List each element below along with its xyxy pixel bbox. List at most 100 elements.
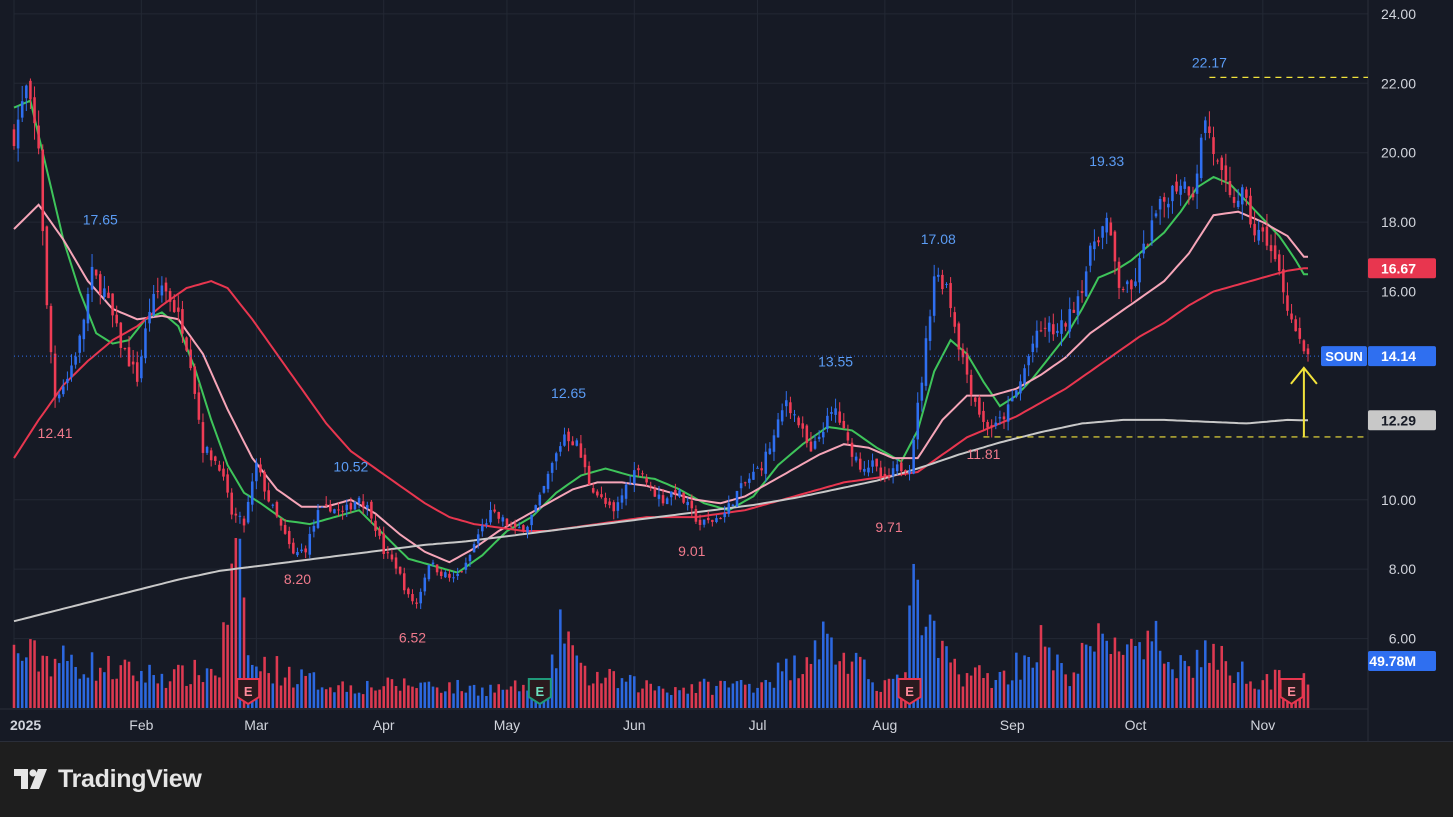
candle-body <box>292 542 295 554</box>
tradingview-logo[interactable]: TradingView <box>14 764 202 794</box>
candle-body <box>1158 198 1162 210</box>
candle-body <box>226 474 229 493</box>
candle-body <box>1232 197 1236 203</box>
candle-body <box>669 491 673 498</box>
candle-body <box>1084 271 1088 297</box>
candle-body <box>858 458 862 470</box>
volume-bar <box>518 691 521 708</box>
earnings-shield-icon <box>236 678 261 706</box>
volume-bar <box>809 663 813 708</box>
volume-bar <box>402 678 406 708</box>
candle-body <box>542 485 546 493</box>
candle-body <box>604 497 607 504</box>
volume-bar <box>727 687 731 708</box>
candle-body <box>1052 324 1055 335</box>
candle-body <box>45 226 49 306</box>
candle-body <box>1027 356 1030 366</box>
price-tick-label: 16.00 <box>1381 284 1416 300</box>
candle-body <box>485 523 488 525</box>
candlesticks <box>12 78 1310 610</box>
volume-bar <box>493 692 496 708</box>
candle-body <box>168 290 172 302</box>
volume-bar <box>620 678 624 708</box>
candle-body <box>90 266 94 290</box>
candle-body <box>357 497 361 503</box>
volume-bar <box>263 656 266 708</box>
candle-body <box>287 531 291 545</box>
low-label: 11.81 <box>966 446 1000 462</box>
candle-body <box>616 502 620 511</box>
candle-body <box>945 283 948 285</box>
volume-bar <box>238 538 242 708</box>
time-axis[interactable]: 2025 Feb Mar Apr May Jun Jul Aug Sep Oct Nov <box>10 717 1275 733</box>
volume-bar <box>1167 661 1170 708</box>
price-chart[interactable]: 17.65 12.41 10.52 8.20 6.52 12.65 9.01 13.55 9.7… <box>0 0 1453 741</box>
volume-bar <box>1093 651 1096 708</box>
candle-body <box>181 309 184 334</box>
high-label: 10.52 <box>333 459 368 475</box>
chart-area[interactable]: 17.65 12.41 10.52 8.20 6.52 12.65 9.01 13.55 9.7… <box>0 0 1453 742</box>
volume-bar <box>686 693 689 708</box>
candle-body <box>41 149 45 232</box>
candle-body <box>419 591 422 604</box>
volume-bar <box>1183 660 1187 708</box>
candle-body <box>115 314 118 324</box>
yellow-arrow-head <box>1290 366 1318 385</box>
volume-bar <box>505 689 509 708</box>
volume-bar <box>193 659 197 708</box>
volume-bar <box>337 685 340 708</box>
candle-body <box>674 489 677 494</box>
candle-body <box>1162 197 1166 202</box>
volume-bar <box>464 692 468 708</box>
candle-body <box>785 400 788 407</box>
candle-body <box>924 338 928 386</box>
volume-bar <box>275 656 279 708</box>
high-label: 13.55 <box>818 354 853 370</box>
volume-bar <box>764 679 768 708</box>
volume-bar <box>760 682 763 708</box>
candle-body <box>961 349 965 358</box>
volume-bar <box>33 640 36 708</box>
volume-bar <box>924 626 928 708</box>
volume-bar <box>928 614 932 708</box>
candle-body <box>1257 229 1260 241</box>
candle-body <box>439 571 443 577</box>
candle-body <box>834 408 837 415</box>
volume-bar <box>140 670 143 708</box>
candle-body <box>1039 330 1043 332</box>
volume-bar <box>1302 673 1306 708</box>
volume-bar <box>867 679 870 708</box>
volume-bar <box>1010 680 1014 708</box>
candle-body <box>29 80 32 100</box>
volume-bar <box>283 677 287 708</box>
candle-body <box>460 571 464 573</box>
candle-body <box>817 436 821 440</box>
earnings-marker: E <box>236 678 261 706</box>
candle-body <box>1002 416 1006 420</box>
footer <box>0 742 1453 817</box>
candle-body <box>522 525 525 531</box>
candle-body <box>591 488 595 493</box>
candle-body <box>559 446 562 452</box>
volume-bar <box>649 683 653 708</box>
candle-body <box>1195 173 1199 194</box>
candle-body <box>382 533 385 555</box>
candle-body <box>452 577 455 579</box>
volume-bar <box>645 680 648 708</box>
candle-body <box>600 494 603 498</box>
candle-body <box>333 509 336 514</box>
volume-bar <box>785 658 788 708</box>
price-axis[interactable]: 24.00 22.00 20.00 18.00 16.00 10.00 8.00 6.00 <box>1381 6 1416 647</box>
candle-body <box>25 85 28 99</box>
candle-body <box>370 501 373 519</box>
volume-bar <box>797 678 800 708</box>
candle-body <box>70 365 73 378</box>
volume-bar <box>961 686 965 708</box>
volume-bar <box>407 685 410 708</box>
candle-body <box>850 442 854 457</box>
candle-body <box>218 464 221 471</box>
price-label: 12.29 <box>1368 410 1436 431</box>
candle-body <box>135 362 139 382</box>
volume-bar <box>45 656 49 708</box>
volume-bar <box>1212 643 1215 708</box>
